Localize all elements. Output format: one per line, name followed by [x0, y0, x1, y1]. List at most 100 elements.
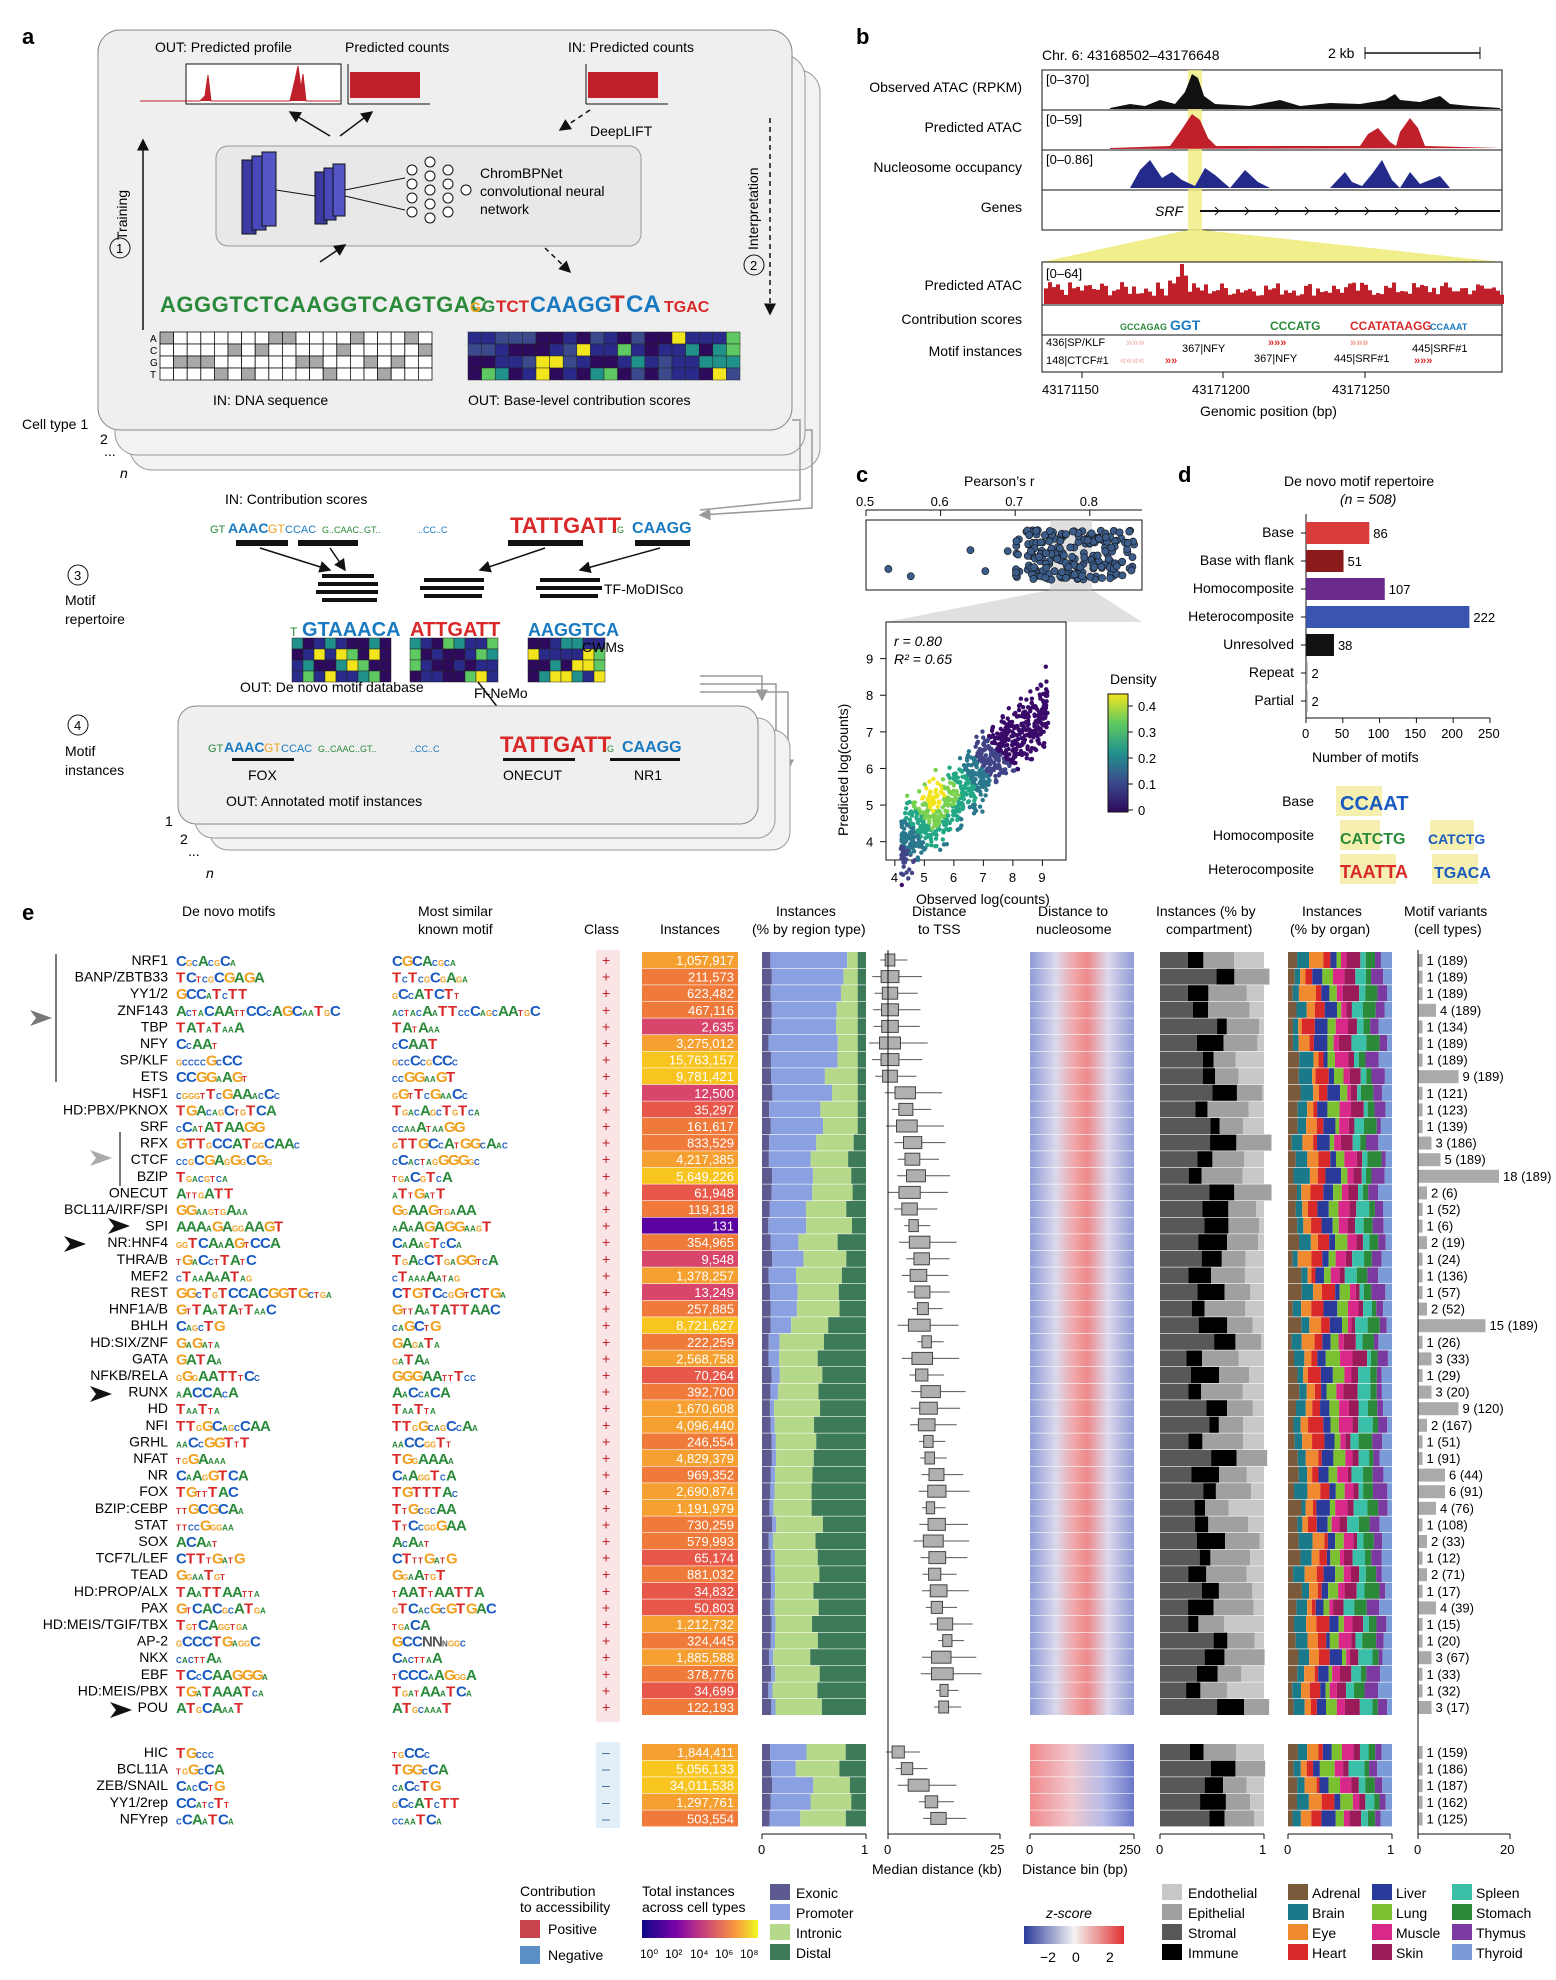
tss-box [881, 1019, 899, 1033]
c-top-tick-label: 0.8 [1080, 494, 1098, 509]
cwm-cell [357, 637, 370, 650]
variant-bar [1418, 1812, 1423, 1826]
variant-bar [1418, 954, 1423, 967]
tss-box [939, 1683, 949, 1697]
organ-segment [1305, 1450, 1319, 1466]
nucleosome-heat [1030, 1777, 1134, 1794]
organ-segment [1344, 1267, 1357, 1284]
svg-text:A: A [500, 1291, 506, 1300]
svg-text:C: C [424, 1092, 430, 1101]
region-segment [768, 1035, 838, 1051]
region-segment [769, 1134, 817, 1151]
contrib-cell [603, 355, 618, 369]
c-pearson-dot [1090, 563, 1098, 571]
organ-segment [1365, 1777, 1375, 1794]
c-scatter-point [1029, 756, 1035, 762]
instances-count: 4,217,385 [676, 1152, 734, 1167]
variant-bar [1418, 1136, 1432, 1150]
c-scatter-point [915, 855, 921, 860]
svg-text:C: C [176, 1092, 182, 1101]
compartment-segment [1243, 1433, 1264, 1450]
svg-text:»»»: »»» [1350, 337, 1368, 349]
svg-text:T: T [420, 1158, 425, 1167]
organ-segment [1352, 1134, 1361, 1151]
region-segment [837, 1234, 866, 1251]
region-segment [818, 1383, 866, 1400]
svg-text:C: C [440, 1474, 446, 1483]
svg-text:C: C [408, 1385, 419, 1402]
compartment-segment [1234, 952, 1264, 968]
c-scatter-point [905, 793, 910, 799]
c-scatter-point [964, 780, 969, 786]
zoom-atac-bar [1336, 289, 1340, 304]
svg-text:T: T [186, 1308, 191, 1317]
nuc-axis-label: 0 [1026, 1842, 1033, 1857]
svg-text:A: A [408, 1274, 414, 1283]
known-motif-logo: GG A A T G T [392, 1567, 445, 1584]
organ-segment [1377, 1699, 1388, 1715]
organ-segment [1321, 1217, 1333, 1234]
svg-text:A: A [430, 1706, 436, 1715]
variant-label: 1 (15) [1427, 1617, 1461, 1632]
region-segment [762, 1284, 770, 1300]
cwm-cell [549, 648, 562, 661]
nucleosome-heat [1030, 952, 1134, 968]
dna-cell [336, 331, 351, 345]
e-header-similar-2: known motif [418, 921, 493, 937]
svg-text:T: T [208, 1784, 213, 1793]
svg-text:A: A [432, 1009, 438, 1018]
instances-cell [642, 1151, 738, 1168]
zoom-atac-bar [1316, 288, 1320, 304]
organ-segment [1347, 1300, 1359, 1317]
compartment-segment [1160, 1035, 1197, 1051]
nucleosome-heat [1030, 1367, 1134, 1383]
c-scatter-point [1032, 746, 1037, 751]
table-row: SPI A A A A GA G G A A GT A A A A GA GGA A G T +131 1 (6) [145, 1217, 1453, 1236]
legend-organ-label: Eye [1312, 1925, 1336, 1941]
svg-text:T: T [244, 1302, 253, 1319]
region-segment [762, 1632, 771, 1649]
region-segment [770, 1466, 776, 1483]
organ-segment [1292, 1300, 1302, 1317]
svg-text:A: A [202, 1341, 208, 1350]
compartment-segment [1219, 1118, 1244, 1134]
organ-segment [1288, 1450, 1298, 1466]
svg-text:C: C [470, 1374, 476, 1383]
compartment-segment [1243, 1416, 1264, 1433]
zoom-atac-bar [1280, 294, 1284, 304]
svg-text:T: T [192, 1191, 197, 1200]
organ-segment [1360, 1084, 1374, 1101]
contrib-cell [549, 355, 564, 369]
organ-segment [1326, 1699, 1337, 1715]
c-scatter-point [947, 826, 953, 832]
zoom-label-contrib: Contribution scores [901, 311, 1022, 327]
organ-segment [1313, 1051, 1319, 1068]
motif-name: HIC [144, 1744, 168, 1760]
region-segment [810, 1649, 866, 1666]
c-scatter-point [910, 828, 915, 833]
organ-segment [1307, 1267, 1312, 1284]
zoom-atac-bar [1248, 288, 1252, 304]
organ-segment [1379, 1450, 1392, 1466]
organ-segment [1297, 1777, 1305, 1794]
organ-segment [1288, 1777, 1298, 1794]
svg-text:A: A [398, 1584, 409, 1601]
variant-bar [1418, 1037, 1423, 1050]
region-segment [857, 1018, 866, 1035]
svg-text:G: G [436, 1069, 448, 1086]
svg-text:T: T [414, 1689, 419, 1698]
dna-cell [309, 331, 324, 345]
e-header-similar-1: Most similar [418, 903, 493, 919]
known-motif-logo: T G A C C T G A GGT C A [392, 1252, 499, 1269]
svg-text:A: A [420, 1617, 431, 1634]
zoom-label-predicted: Predicted ATAC [924, 277, 1022, 293]
table-row: REST GGC T G T C C A C GGT GC T G A C T GT C C G GT C T GA +13,2… [131, 1284, 1460, 1302]
svg-text:C: C [204, 1003, 215, 1020]
organ-segment [1297, 1101, 1308, 1118]
contrib-cell [698, 367, 714, 381]
dna-cell [268, 355, 283, 369]
legend-positive: Positive [548, 1921, 597, 1937]
table-row: YY1/2rep C C A T C T T G C C A T C T T –1,297,761 1 (162) [110, 1793, 1468, 1812]
compartment-segment [1160, 1516, 1196, 1533]
